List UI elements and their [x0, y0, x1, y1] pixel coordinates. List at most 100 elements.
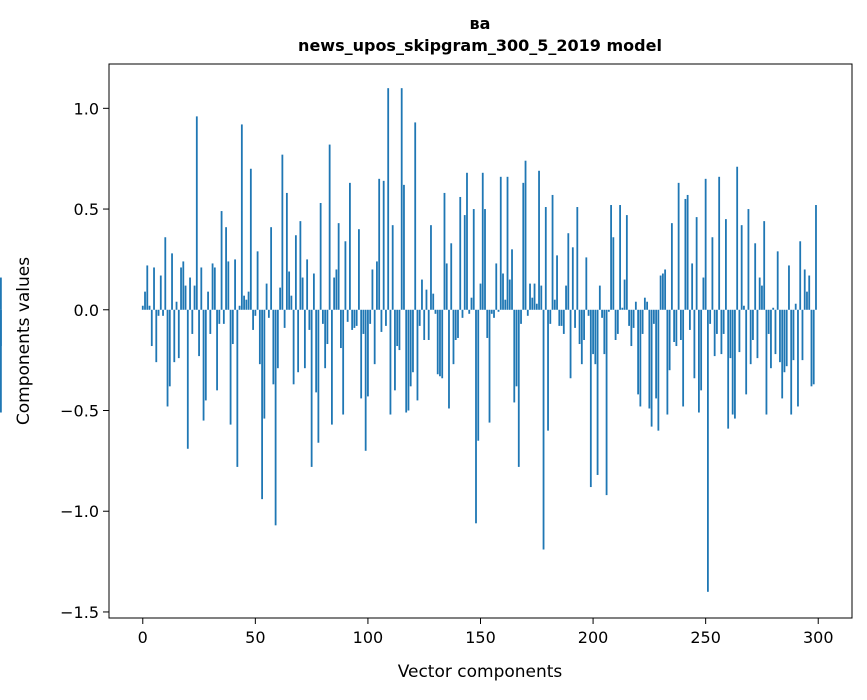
bar-281: [774, 309, 777, 355]
bar-285: [783, 309, 786, 373]
bar-127: [427, 309, 430, 340]
bar-289: [792, 309, 795, 361]
bar-69: [297, 309, 300, 373]
bar-89: [342, 309, 345, 415]
bar-215: [625, 215, 628, 310]
chart-title-line-2: news_upos_skipgram_300_5_2019 model: [298, 36, 662, 55]
bar-139: [454, 309, 457, 340]
bar-208: [610, 205, 612, 310]
bar-120: [412, 309, 414, 373]
bar-32: [213, 267, 216, 310]
bar-56: [267, 309, 270, 318]
bar-100: [367, 309, 369, 397]
bar-263: [734, 309, 736, 419]
bar-168: [520, 309, 522, 324]
x-tick-label: 0: [138, 628, 148, 647]
bar-84: [331, 309, 333, 425]
bar-102: [371, 269, 374, 310]
bar-91: [346, 309, 349, 322]
bar-194: [578, 309, 581, 345]
bar-115: [400, 88, 403, 310]
bar-262: [731, 309, 734, 415]
bar-167: [517, 309, 520, 467]
bar-189: [567, 233, 570, 310]
bar-149: [477, 309, 480, 441]
bar-193: [576, 207, 579, 310]
bar-173: [531, 297, 534, 310]
bar-107: [382, 180, 385, 310]
bar-47: [247, 291, 250, 310]
bar-225: [648, 309, 651, 409]
bar-60: [276, 309, 279, 369]
x-tick-label: 50: [245, 628, 265, 647]
bar-113: [396, 309, 399, 347]
bar-198: [587, 309, 590, 316]
bar-50: [254, 309, 257, 316]
bar-188: [565, 285, 567, 310]
bar-244: [691, 263, 694, 310]
bar-39: [229, 309, 232, 425]
bar-undefined: [0, 277, 2, 310]
bar-18: [182, 261, 185, 310]
bar-103: [373, 309, 376, 365]
bar-48: [249, 168, 252, 310]
bar-207: [607, 309, 610, 312]
bar-277: [765, 309, 768, 415]
x-tick-label: 300: [803, 628, 834, 647]
bar-180: [547, 309, 549, 431]
bar-201: [594, 309, 597, 365]
bar-160: [502, 273, 504, 310]
bar-276: [763, 221, 766, 310]
bar-159: [499, 176, 502, 310]
bar-33: [216, 309, 218, 391]
bar-series: [0, 88, 817, 592]
bar-166: [515, 309, 518, 387]
bar-124: [421, 279, 423, 310]
bar-212: [619, 205, 621, 310]
bar-182: [551, 194, 554, 310]
bar-248: [700, 309, 703, 391]
bar-52: [258, 309, 261, 365]
bar-203: [598, 285, 601, 310]
bar-131: [436, 309, 439, 375]
x-tick-label: 250: [690, 628, 721, 647]
bar-200: [592, 309, 594, 355]
bar-62: [281, 154, 284, 310]
bar-264: [736, 166, 739, 310]
bar-237: [675, 309, 678, 347]
bar-170: [524, 160, 527, 310]
bar-295: [806, 291, 808, 310]
bar-256: [718, 176, 721, 310]
bar-121: [414, 122, 417, 310]
bar-130: [434, 309, 437, 314]
bar-145: [468, 309, 471, 314]
bar-73: [306, 259, 309, 310]
bar-64: [285, 192, 288, 310]
bar-232: [664, 269, 667, 310]
bar-16: [177, 309, 180, 359]
bar-222: [641, 309, 644, 334]
bar-61: [279, 287, 282, 310]
bar-284: [781, 309, 784, 399]
bar-132: [439, 309, 441, 377]
bar-134: [443, 192, 446, 310]
bar-183: [553, 299, 556, 310]
bar-55: [265, 283, 268, 310]
bar-153: [486, 309, 489, 338]
y-axis-ticks: −1.5 −1.0 −0.5 0.0 0.5 1.0: [60, 99, 109, 622]
bar-72: [303, 309, 306, 369]
bar-44: [240, 124, 243, 310]
bar-241: [684, 198, 687, 310]
bar-11: [166, 309, 169, 407]
bar-82: [326, 309, 329, 345]
bar-142: [461, 309, 464, 318]
bar-249: [702, 277, 705, 310]
bar-267: [743, 305, 745, 310]
bar-205: [603, 309, 606, 355]
chart-title-line-1: ва: [470, 14, 491, 33]
bar-114: [398, 309, 401, 351]
bar-133: [441, 309, 444, 379]
bar-186: [560, 309, 563, 326]
bar-108: [385, 309, 387, 326]
y-tick-label: 1.0: [74, 99, 99, 118]
